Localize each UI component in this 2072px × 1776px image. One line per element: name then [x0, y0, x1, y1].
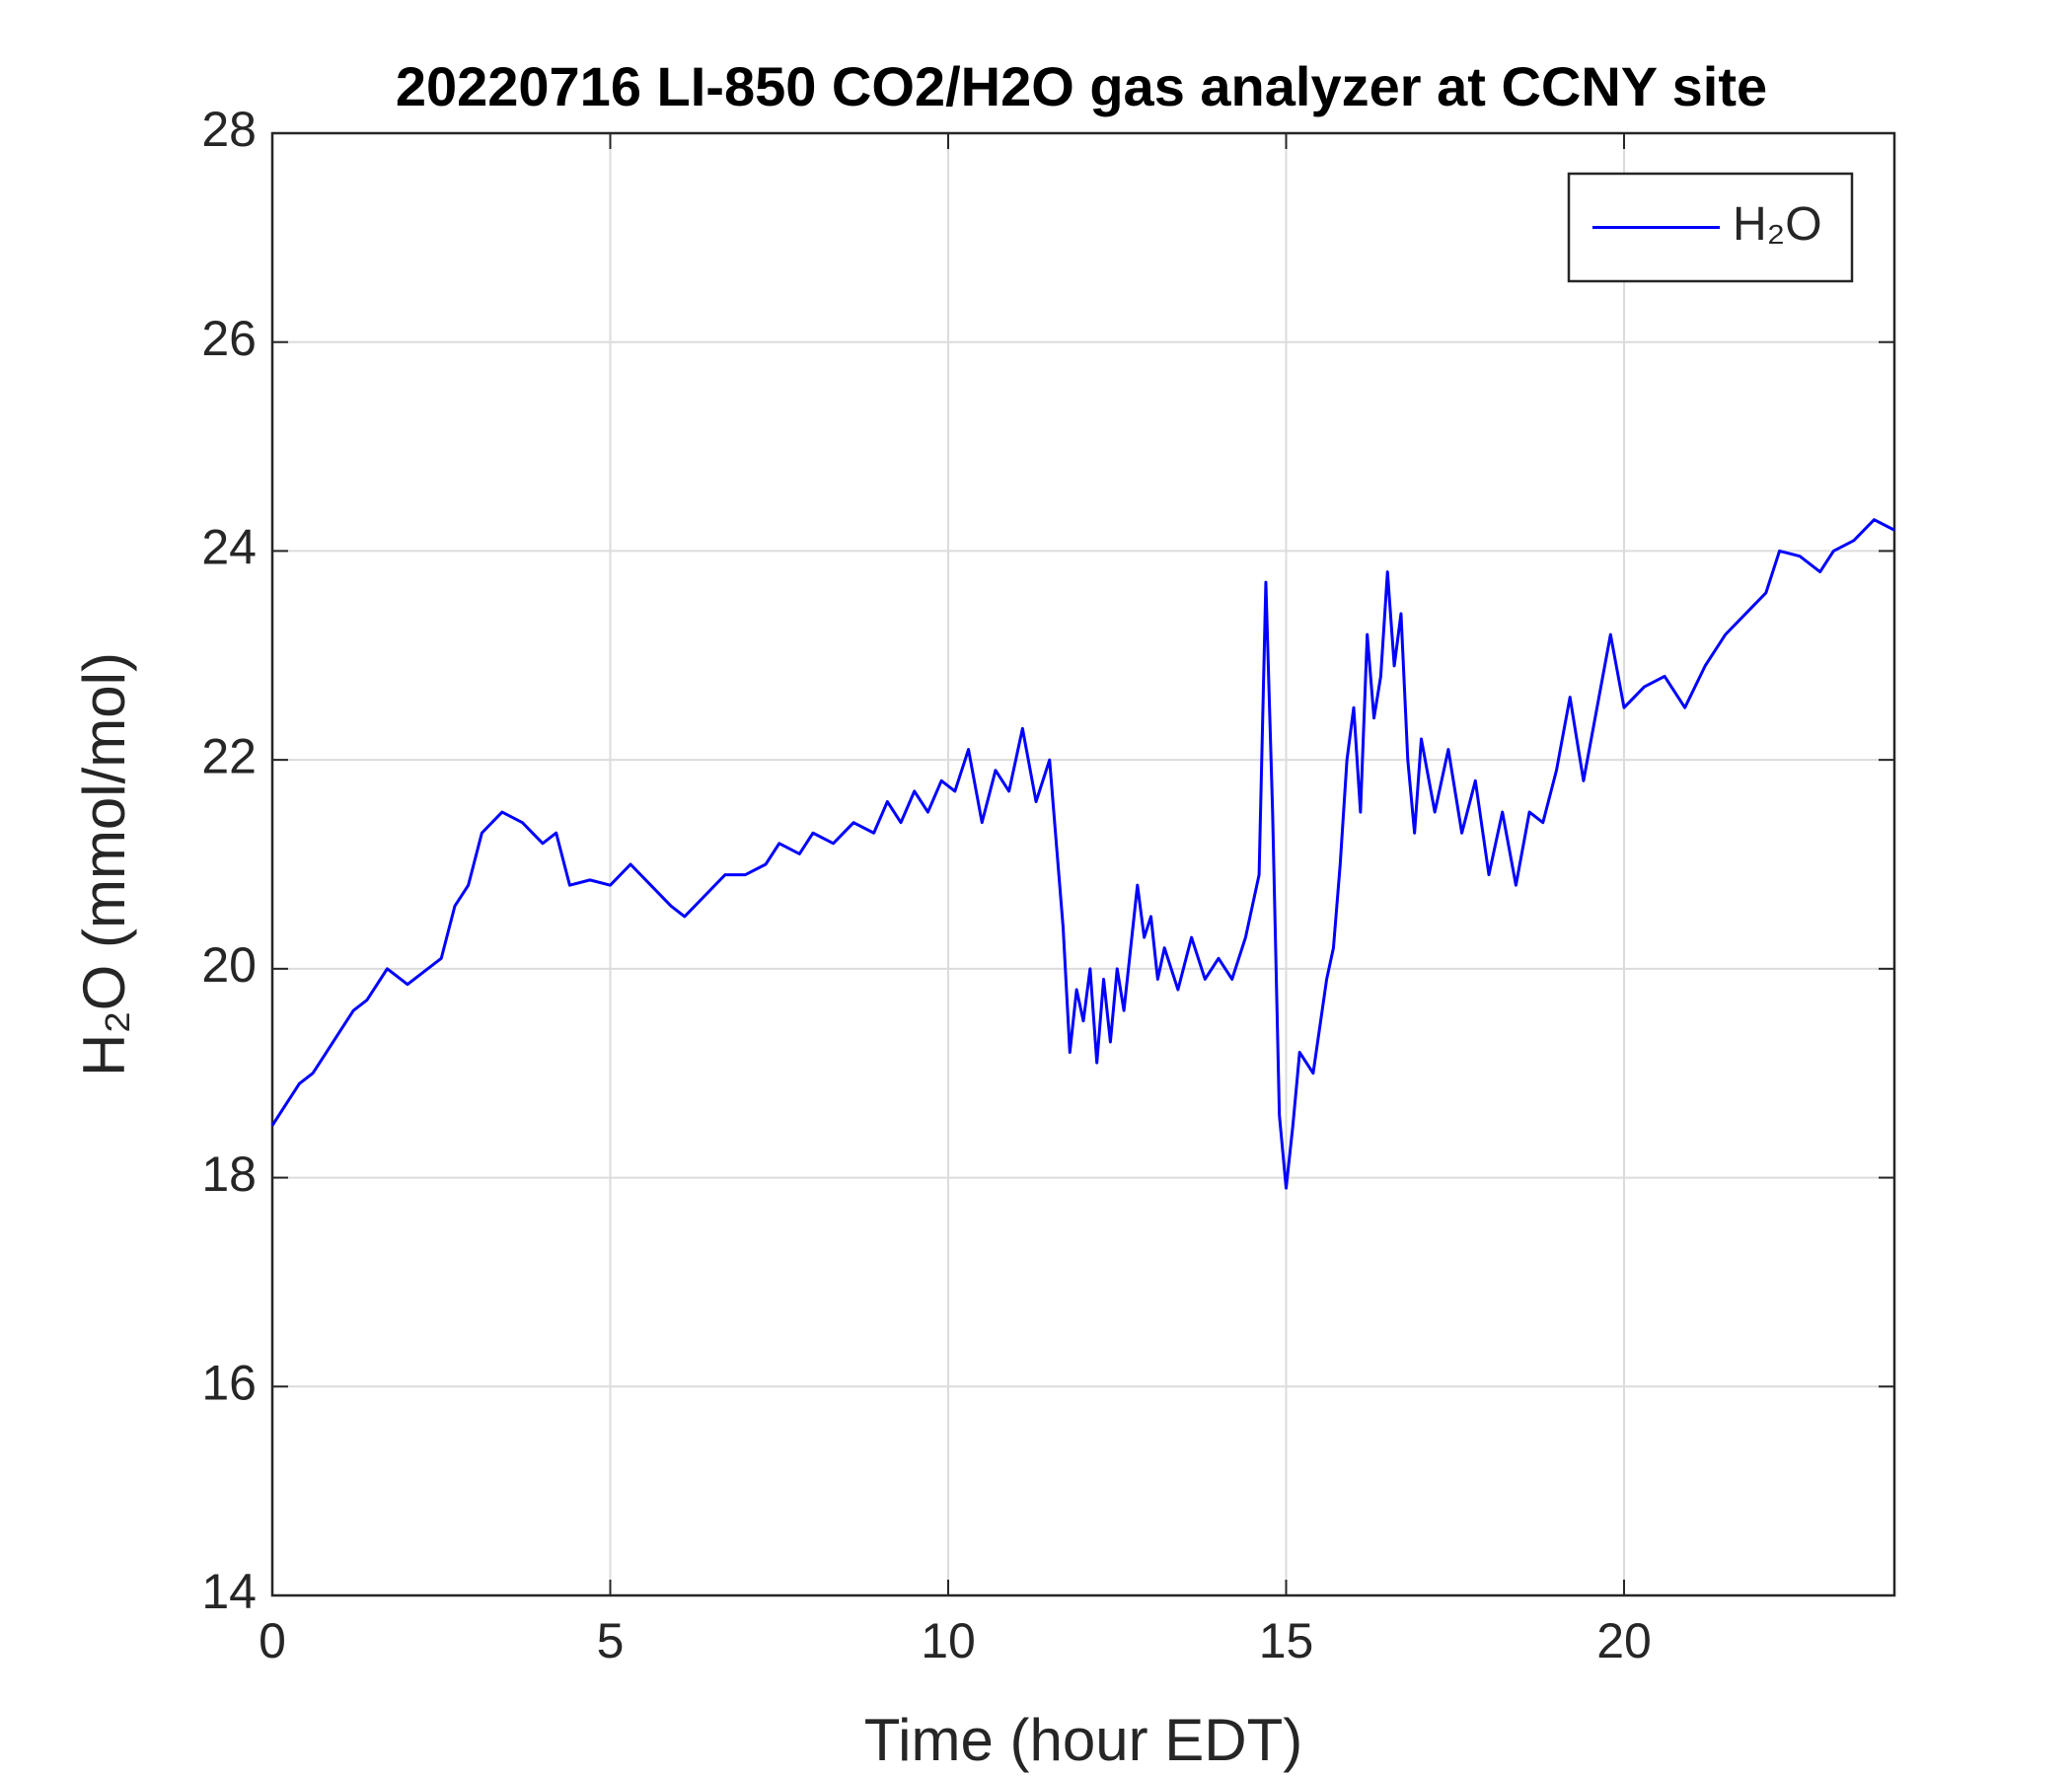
data-line — [270, 518, 1895, 1190]
y-tick-label: 20 — [201, 937, 257, 993]
x-tick-label: 5 — [597, 1613, 625, 1668]
y-axis-label: H₂O (mmol/mol) — [71, 652, 137, 1076]
x-tick-label: 0 — [259, 1613, 286, 1668]
x-tick-label: 10 — [921, 1613, 976, 1668]
y-tick-label: 28 — [201, 102, 257, 157]
y-tick-label: 22 — [201, 728, 257, 783]
chart-title: 20220716 LI-850 CO2/H2O gas analyzer at … — [396, 55, 1767, 117]
legend-label: H₂O — [1733, 198, 1822, 251]
x-tick-label: 20 — [1596, 1613, 1652, 1668]
y-tick-label: 16 — [201, 1355, 257, 1410]
y-tick-label: 18 — [201, 1147, 257, 1202]
x-tick-label: 15 — [1259, 1613, 1314, 1668]
y-tick-label: 14 — [201, 1564, 257, 1619]
x-axis-label: Time (hour EDT) — [864, 1707, 1303, 1773]
plot-frame — [270, 131, 1896, 1597]
y-tick-label: 24 — [201, 520, 257, 575]
y-tick-label: 26 — [201, 311, 257, 366]
